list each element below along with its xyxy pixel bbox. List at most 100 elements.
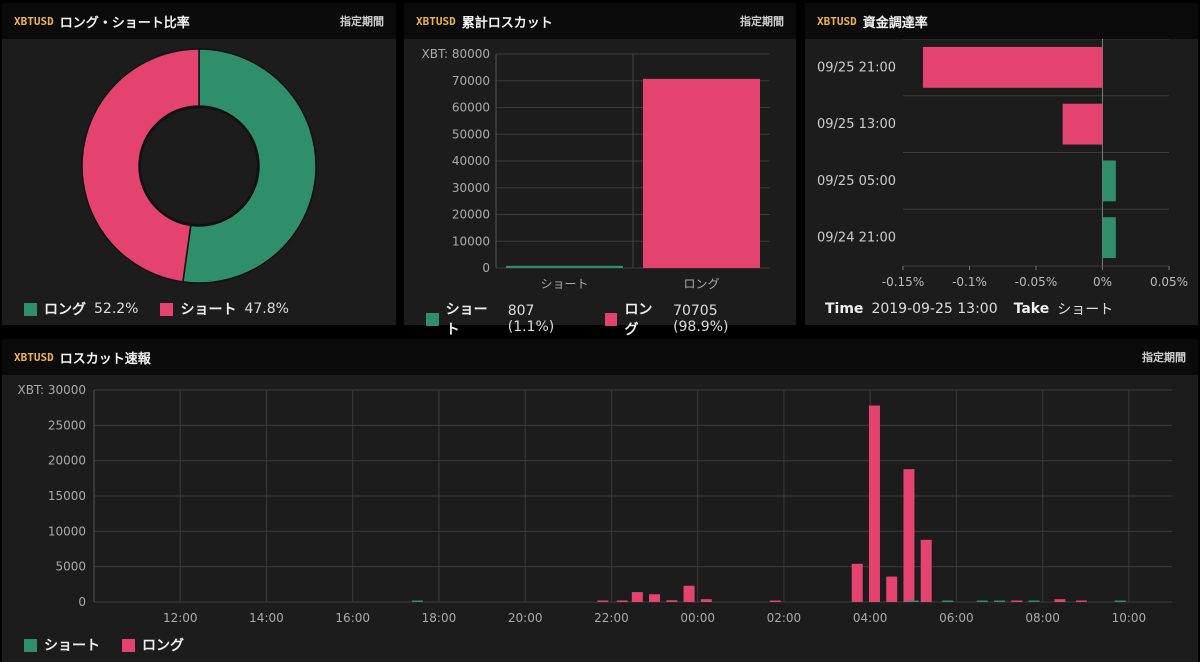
period-button[interactable]: 指定期間 [740, 15, 784, 28]
x-tick-label: 14:00 [249, 611, 284, 625]
legend-short-label: ショート [44, 638, 100, 654]
donut-hole [139, 106, 259, 226]
cumulative-header: XBTUSD 累計ロスカット 指定期間 [404, 3, 796, 39]
flash-bar [700, 599, 712, 602]
x-tick-label: 06:00 [939, 611, 974, 625]
panel-title: ロスカット速報 [59, 351, 151, 367]
category-label: 09/25 21:00 [817, 60, 896, 75]
flash-bar [903, 469, 915, 602]
time-label: Time [825, 301, 864, 317]
legend-long-label: ロング [624, 302, 653, 338]
x-tick-label: 16:00 [335, 611, 370, 625]
flash-bar [1075, 600, 1087, 602]
category-label: 09/24 21:00 [817, 231, 896, 246]
y-tick-label: 70000 [452, 74, 490, 88]
category-label: 09/25 05:00 [817, 174, 896, 189]
y-tick-label: 30000 [452, 181, 490, 195]
y-tick-label: 60000 [452, 101, 490, 115]
flash-legend: ショート ロング [24, 635, 192, 655]
y-tick-label: XBT: 80000 [422, 47, 491, 61]
flash-bar [649, 594, 661, 602]
panel-title: 累計ロスカット [461, 15, 553, 31]
x-tick-label: 04:00 [853, 611, 888, 625]
ratio-donut-chart [81, 48, 317, 284]
legend-long-label: ロング [142, 638, 184, 654]
legend-swatch-short [426, 312, 439, 326]
legend-long-value: 52.2% [94, 301, 139, 317]
legend-short-label: ショート [180, 302, 237, 318]
x-tick-label: 02:00 [767, 611, 802, 625]
legend-swatch-short [24, 638, 37, 652]
y-tick-label: 10000 [48, 524, 86, 538]
x-tick-label: 20:00 [508, 611, 543, 625]
flash-bar [631, 592, 643, 602]
funding-rate-chart: 09/25 21:00 09/25 13:00 09/25 05:00 09/24 2… [817, 39, 1188, 289]
x-tick-label: ショート [540, 277, 588, 289]
x-tick-label: 08:00 [1025, 611, 1060, 625]
funding-bar-1 [1062, 103, 1103, 145]
category-label: 09/25 13:00 [817, 117, 896, 132]
legend-long-label: ロング [44, 302, 86, 318]
symbol-label: XBTUSD [14, 14, 54, 28]
flash-panel: XBTUSD ロスカット速報 指定期間 0 5000 10000 15000 20000… [2, 339, 1198, 662]
flash-bar [1114, 600, 1126, 602]
legend-short-value: 47.8% [244, 301, 289, 317]
symbol-label: XBTUSD [817, 14, 857, 28]
time-value: 2019-09-25 13:00 [871, 301, 998, 317]
panel-title: ロング・ショート比率 [59, 15, 190, 31]
flash-bar [942, 600, 954, 602]
flash-bar [976, 600, 988, 602]
flash-bar [666, 600, 678, 602]
y-tick-label: 20000 [48, 454, 86, 468]
legend-short-label: ショート [445, 302, 488, 338]
x-tick-label: 18:00 [422, 611, 457, 625]
bar-1 [643, 78, 760, 268]
x-tick-label: 12:00 [163, 611, 198, 625]
flash-bar [920, 539, 932, 602]
x-tick-label: -0.1% [952, 275, 987, 289]
funding-bar-3 [1102, 217, 1116, 259]
y-tick-label: 40000 [452, 154, 490, 168]
x-tick-label: -0.05% [1015, 275, 1057, 289]
y-tick-label: 25000 [48, 418, 86, 432]
cumulative-legend: ショート 807 (1.1%) ロング 70705 (98.9%) [426, 299, 796, 339]
period-button[interactable]: 指定期間 [1142, 351, 1186, 364]
funding-bar-2 [1102, 160, 1116, 202]
legend-swatch-long [122, 638, 135, 652]
period-button[interactable]: 指定期間 [340, 15, 384, 28]
flash-bar [1011, 600, 1023, 602]
x-tick-label: 22:00 [594, 611, 629, 625]
funding-panel: XBTUSD 資金調達率 09/25 21:00 09/25 13:00 09/25… [805, 3, 1198, 325]
y-tick-label: 10000 [452, 234, 490, 248]
flash-bar [1054, 599, 1066, 602]
legend-swatch-long [24, 302, 37, 316]
x-tick-label: -0.15% [882, 275, 924, 289]
symbol-label: XBTUSD [416, 14, 456, 28]
y-tick-label: 15000 [48, 489, 86, 503]
funding-header: XBTUSD 資金調達率 [805, 3, 1198, 39]
x-tick-label: ロング [683, 277, 719, 289]
take-value: ショート [1057, 302, 1114, 318]
panel-title: 資金調達率 [862, 15, 928, 31]
flash-bar [1028, 600, 1040, 602]
flash-bar [597, 600, 609, 602]
legend-swatch-long [604, 312, 618, 326]
flash-bar [616, 600, 628, 602]
ratio-legend: ロング 52.2% ショート 47.8% [24, 299, 311, 319]
x-tick-label: 00:00 [680, 611, 715, 625]
funding-bar-0 [922, 46, 1103, 88]
x-tick-label: 0.05% [1150, 275, 1188, 289]
flash-bar [868, 405, 880, 602]
x-tick-label: 0% [1093, 275, 1112, 289]
y-tick-label: 20000 [452, 208, 490, 222]
flash-bar [907, 600, 919, 602]
x-tick-label: 10:00 [1112, 611, 1147, 625]
y-tick-label: XBT: 30000 [18, 383, 87, 397]
flash-bar [769, 600, 781, 602]
y-tick-label: 5000 [55, 560, 86, 574]
liquidation-flash-chart: 0 5000 10000 15000 20000 25000 XBT: 30000 12:00… [18, 383, 1172, 625]
legend-short-value: 807 (1.1%) [507, 303, 555, 335]
legend-swatch-short [160, 302, 174, 316]
flash-bar [994, 600, 1006, 602]
flash-header: XBTUSD ロスカット速報 指定期間 [2, 339, 1198, 375]
